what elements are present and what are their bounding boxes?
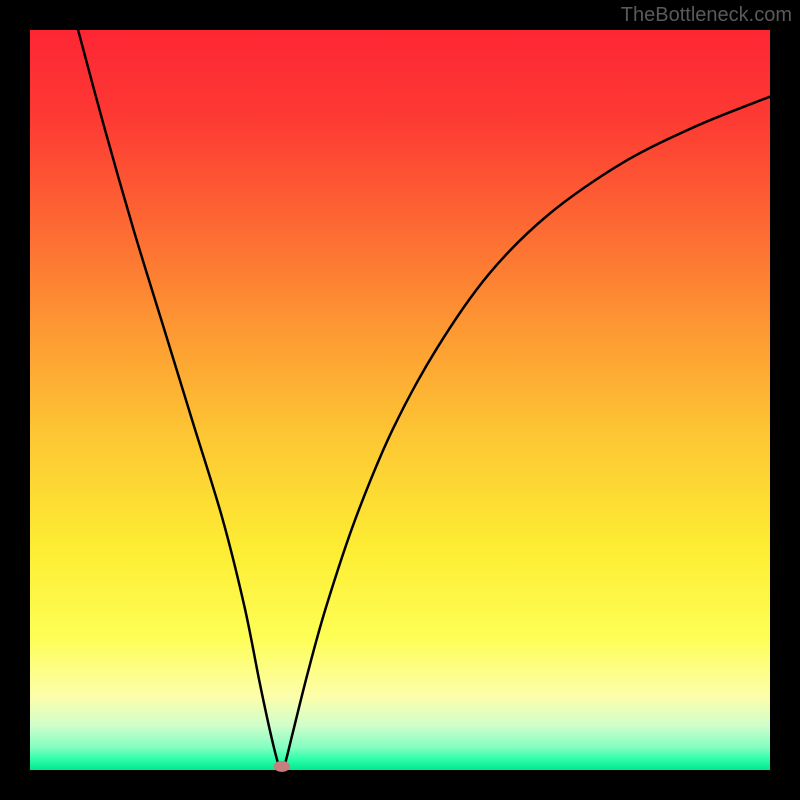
gradient-background [30,30,770,770]
watermark-text: TheBottleneck.com [621,4,792,27]
chart-container: TheBottleneck.com [0,0,800,800]
plot-area [30,30,770,770]
chart-svg [30,30,770,770]
